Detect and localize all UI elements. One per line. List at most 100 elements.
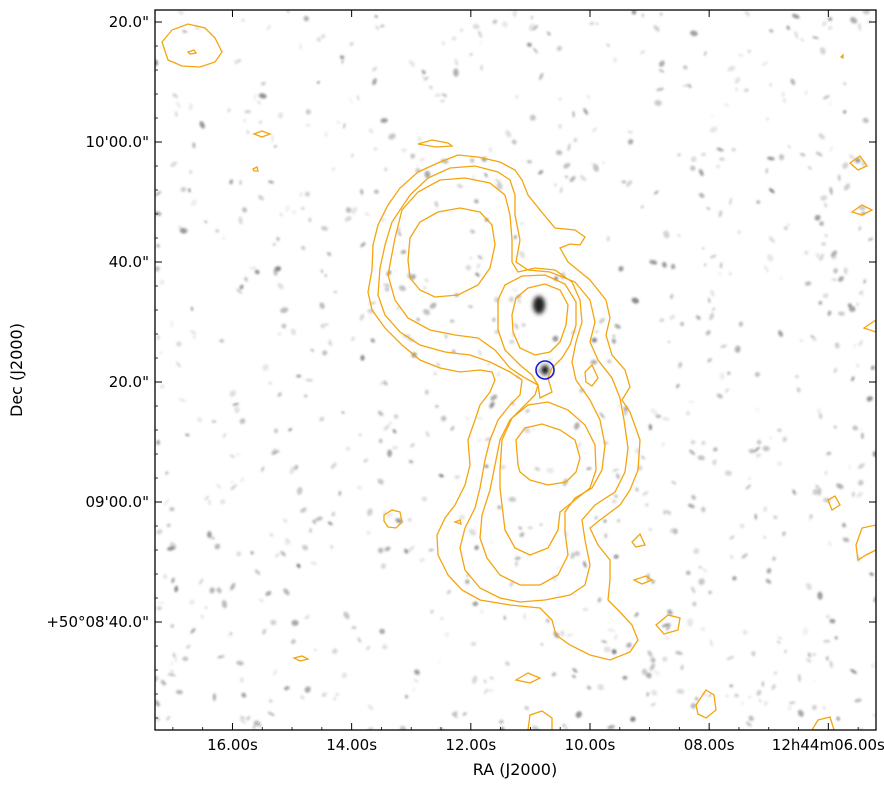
noise-speck [701,506,706,513]
noise-speck [563,162,571,169]
noise-speck [759,699,762,703]
noise-speck [238,59,241,62]
noise-speck [640,205,644,209]
noise-speck [702,567,708,573]
noise-speck [272,242,277,246]
noise-speck [827,310,832,316]
noise-speck [583,560,587,568]
noise-speck [304,394,308,398]
noise-speck [740,523,745,529]
noise-speck [741,701,744,705]
noise-speck [686,570,691,576]
noise-speck [756,439,762,445]
noise-speck [190,306,194,311]
contour-level-3 [387,177,606,586]
contour-level-4-core [511,283,569,356]
noise-speck [649,259,658,265]
noise-speck [200,614,204,619]
noise-speck [748,715,754,721]
noise-speck [483,688,488,695]
noise-speck [276,237,280,241]
noise-speck [192,335,197,340]
noise-speck [170,161,178,168]
noise-speck [301,207,305,210]
noise-speck [653,24,660,32]
noise-speck [688,400,695,404]
noise-speck [677,233,681,238]
noise-speck [560,186,563,194]
noise-speck [824,470,828,476]
noise-speck [170,320,173,328]
noise-speck [489,147,492,153]
noise-speck [348,97,354,104]
noise-speck [607,725,615,730]
noise-speck [294,464,299,470]
noise-speck [472,675,478,684]
noise-speck [687,618,694,627]
noise-speck [470,158,475,163]
noise-speck [434,201,439,208]
noise-speck [856,364,859,367]
noise-speck [769,188,775,194]
noise-speck [262,628,267,635]
noise-speck [410,153,416,159]
noise-speck [291,619,299,626]
noise-speck [582,607,589,611]
noise-speck [291,639,296,644]
noise-speck [613,57,617,63]
noise-speck [710,639,713,647]
noise-speck [711,115,714,118]
noise-speck [650,703,657,706]
noise-speck [558,98,562,101]
noise-speck [858,340,863,347]
noise-speck [597,597,602,603]
noise-speck [798,674,801,682]
noise-speck [700,626,706,632]
contour-small-4 [252,166,259,172]
noise-speck [799,153,806,157]
noise-speck [182,227,189,233]
contour-small-10 [383,509,403,529]
noise-speck [373,147,378,151]
noise-speck [421,74,427,82]
noise-speck [627,139,634,145]
x-tick-label: 08.00s [684,736,735,754]
noise-speck [519,532,525,538]
optical-background [155,10,876,730]
noise-speck [229,179,234,185]
noise-speck [239,718,246,724]
noise-speck [401,148,407,153]
noise-speck [745,721,752,727]
noise-speck [795,374,799,379]
noise-speck [778,154,785,161]
noise-speck [824,233,828,238]
noise-speck [858,226,861,231]
noise-speck [465,265,472,271]
noise-speck [669,314,676,320]
noise-speck [693,548,700,555]
noise-speck [322,350,328,356]
noise-speck [283,588,290,596]
noise-speck [433,372,437,376]
background-noise [155,10,876,730]
noise-speck [454,58,459,67]
noise-speck [477,438,483,442]
noise-speck [175,689,183,695]
noise-speck [664,636,670,640]
noise-speck [333,697,336,701]
noise-speck [516,299,522,304]
noise-speck [310,348,314,352]
noise-speck [400,249,407,255]
noise-speck [737,54,744,57]
noise-speck [508,496,517,502]
noise-speck [397,227,401,233]
contours [161,23,876,730]
noise-speck [244,276,248,282]
noise-speck [269,699,273,703]
noise-speck [357,637,362,643]
noise-speck [428,548,434,552]
noise-speck [623,410,628,416]
noise-speck [162,574,168,579]
noise-speck [729,197,732,206]
noise-speck [267,711,275,716]
